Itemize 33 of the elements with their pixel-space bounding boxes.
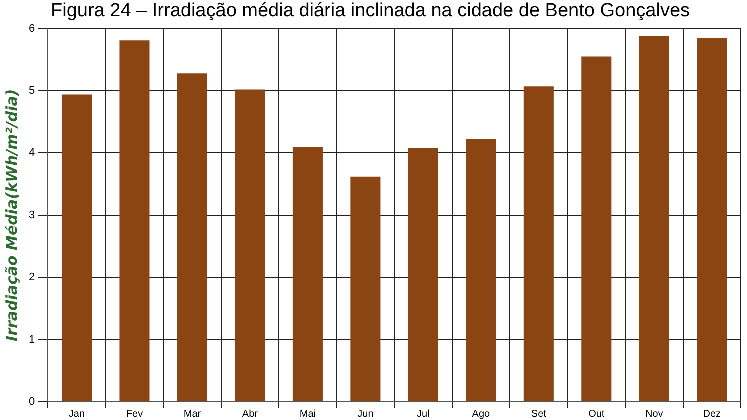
bar: [466, 140, 496, 402]
y-tick-label: 0: [28, 396, 36, 408]
x-tick-label: Set: [531, 408, 547, 420]
y-tick-label: 3: [28, 209, 36, 222]
x-tick-label: Mar: [184, 408, 202, 420]
bar: [62, 94, 92, 402]
y-tick-label: 6: [28, 22, 36, 35]
bar: [235, 90, 266, 402]
bar: [582, 56, 612, 402]
y-tick-label: 5: [28, 85, 36, 98]
x-tick-label: Nov: [645, 408, 664, 420]
bar: [524, 86, 554, 402]
x-tick-label: Dez: [703, 408, 722, 420]
y-tick-label: 4: [28, 147, 36, 160]
bar: [408, 148, 438, 402]
x-tick-label: Ago: [472, 408, 490, 420]
x-tick-label: Jan: [68, 408, 86, 420]
x-tick-label: Jul: [417, 408, 430, 420]
bar: [697, 38, 728, 402]
chart-title: Figura 24 – Irradiação média diária inclinada na cidade de Bento Gonçalves: [50, 0, 690, 22]
x-tick-label: Mai: [300, 408, 316, 420]
y-tick-label: 1: [28, 334, 36, 346]
bar: [120, 40, 150, 402]
y-tick-label: 2: [28, 272, 36, 284]
bar: [639, 36, 670, 402]
bar: [350, 176, 381, 402]
x-tick-label: Jun: [358, 408, 374, 420]
x-tick-label: Abr: [242, 408, 259, 420]
y-axis-title: Irradiação Média(kWh/m²/dia): [2, 89, 21, 342]
x-tick-label: Fev: [126, 408, 144, 420]
x-tick-label: Out: [588, 408, 605, 420]
bar: [177, 74, 208, 402]
bar: [292, 146, 323, 402]
